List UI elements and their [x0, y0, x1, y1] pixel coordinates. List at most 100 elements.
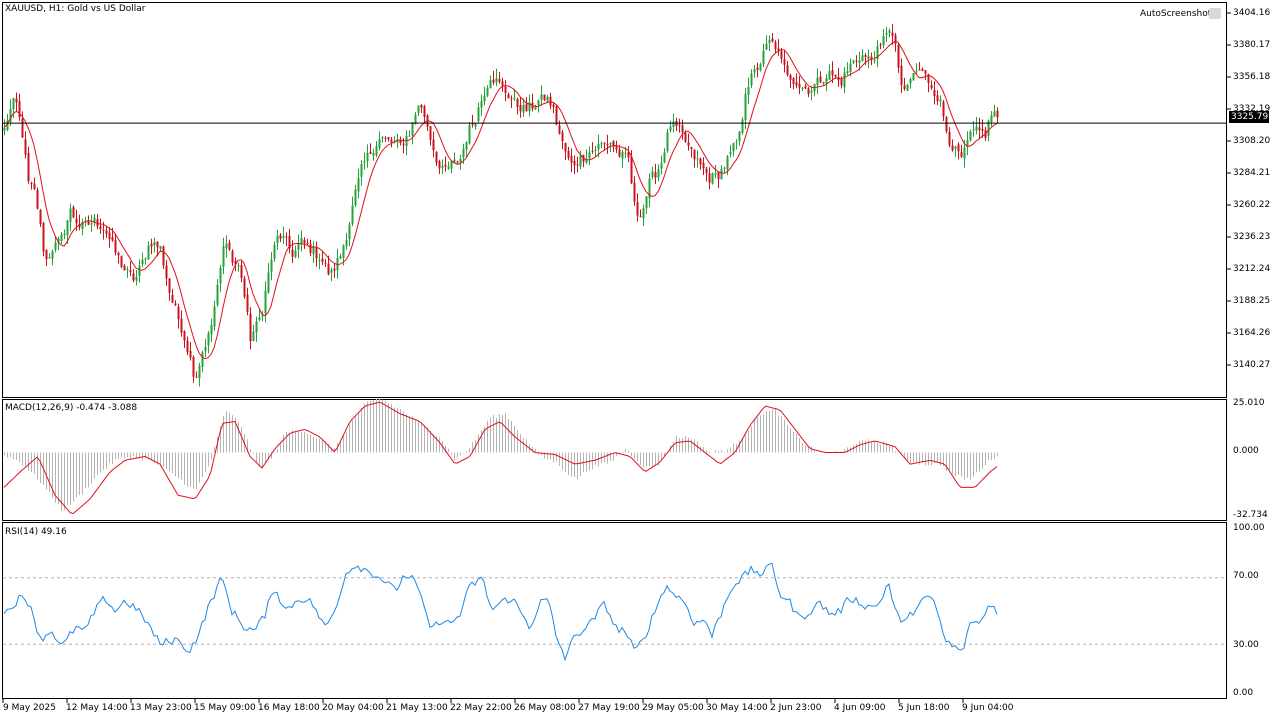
candle-body	[885, 32, 888, 35]
candle-body	[816, 77, 819, 86]
candle-body	[237, 265, 240, 267]
candle-body	[240, 264, 243, 279]
price-tick: 3260.22	[1233, 200, 1271, 210]
candle-body	[459, 158, 462, 163]
price-tick: 3188.25	[1233, 296, 1271, 306]
candle-body	[981, 128, 984, 131]
candle-body	[435, 151, 438, 163]
candle-body	[954, 146, 957, 149]
candle-body	[705, 168, 708, 174]
candle-body	[768, 39, 771, 44]
candle-body	[870, 56, 873, 60]
candle-body	[408, 135, 411, 137]
candle-body	[210, 325, 213, 335]
candle-body	[945, 117, 948, 132]
candle-body	[897, 45, 900, 68]
candle-body	[447, 166, 450, 169]
candle-body	[507, 94, 510, 99]
candle-body	[450, 161, 453, 169]
candle-body	[429, 126, 432, 140]
candle-body	[105, 230, 108, 234]
rsi-line	[3, 562, 998, 662]
candle-body	[765, 43, 768, 50]
price-tick: 3284.21	[1233, 168, 1271, 178]
candle-body	[24, 139, 27, 155]
candle-body	[291, 249, 294, 257]
candle-body	[669, 126, 672, 131]
candle-body	[987, 120, 990, 137]
candle-body	[195, 376, 198, 378]
candle-body	[618, 149, 621, 157]
candle-body	[537, 100, 540, 106]
current-price-tag: 3325.79	[1229, 111, 1269, 123]
candle-body	[612, 141, 615, 148]
candle-body	[591, 150, 594, 152]
rsi-pane[interactable]	[2, 522, 1227, 699]
macd-pane[interactable]	[2, 399, 1227, 521]
time-tick: 16 May 18:00	[258, 703, 320, 713]
candle-body	[132, 273, 135, 281]
candle-body	[696, 158, 699, 160]
candle-body	[558, 125, 561, 134]
candle-body	[966, 139, 969, 148]
candle-body	[522, 104, 525, 113]
candle-body	[657, 169, 660, 178]
candle-body	[639, 215, 642, 217]
candle-body	[207, 332, 210, 346]
macd-label: MACD(12,26,9) -0.474 -3.088	[5, 403, 138, 413]
candle-body	[414, 114, 417, 125]
candle-body	[198, 365, 201, 379]
candle-body	[504, 86, 507, 93]
candle-body	[843, 72, 846, 88]
candle-body	[33, 183, 36, 190]
rsi-tick: 70.00	[1233, 571, 1259, 581]
candle-body	[540, 94, 543, 100]
price-tick: 3380.17	[1233, 40, 1271, 50]
candle-body	[168, 278, 171, 293]
candle-body	[330, 269, 333, 273]
time-tick: 9 May 2025	[3, 703, 56, 713]
candle-body	[927, 74, 930, 84]
candle-body	[762, 50, 765, 65]
candle-body	[96, 219, 99, 227]
candle-body	[255, 321, 258, 333]
candle-body	[165, 265, 168, 279]
candle-body	[321, 258, 324, 262]
price-tick: 3164.26	[1233, 328, 1271, 338]
candle-body	[702, 162, 705, 169]
candle-body	[279, 234, 282, 239]
candle-body	[93, 217, 96, 222]
candle-body	[417, 105, 420, 113]
candle-body	[606, 144, 609, 146]
macd-tick: 25.010	[1233, 398, 1265, 408]
time-tick: 20 May 04:00	[322, 703, 384, 713]
price-pane[interactable]	[2, 2, 1227, 398]
candle-body	[123, 265, 126, 271]
candle-body	[861, 55, 864, 62]
candle-body	[138, 265, 141, 276]
candle-body	[81, 222, 84, 230]
candle-body	[327, 263, 330, 275]
candle-body	[567, 150, 570, 158]
candle-body	[807, 88, 810, 95]
candle-body	[948, 131, 951, 146]
candle-body	[114, 240, 117, 253]
candle-body	[564, 143, 567, 152]
candle-body	[345, 239, 348, 247]
candle-body	[63, 233, 66, 235]
candle-body	[234, 260, 237, 265]
candle-body	[975, 126, 978, 131]
candle-body	[792, 78, 795, 84]
candle-body	[546, 96, 549, 102]
candle-body	[633, 182, 636, 202]
candle-body	[744, 93, 747, 121]
candle-body	[162, 246, 165, 266]
candle-body	[834, 74, 837, 77]
candle-body	[15, 98, 18, 103]
candle-body	[465, 142, 468, 150]
watermark-icon	[1209, 8, 1221, 19]
candle-body	[552, 104, 555, 107]
candle-body	[228, 242, 231, 250]
candle-body	[144, 258, 147, 260]
